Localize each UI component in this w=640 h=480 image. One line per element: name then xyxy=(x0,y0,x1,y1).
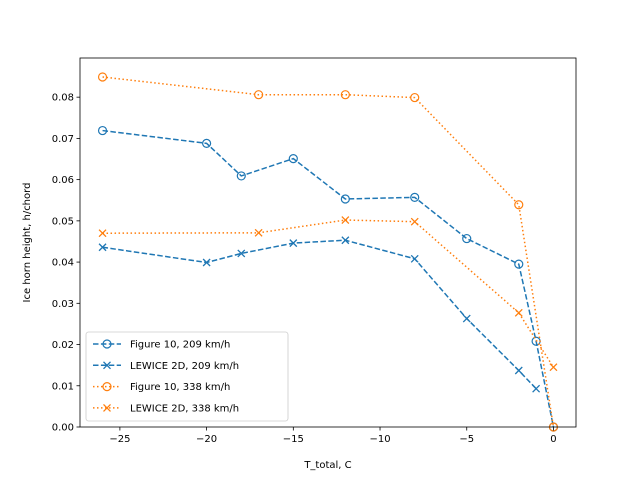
data-point xyxy=(289,239,298,248)
x-tick-label: −15 xyxy=(283,434,304,445)
legend-marker xyxy=(102,382,112,392)
legend-marker xyxy=(103,361,111,370)
data-point xyxy=(98,229,107,238)
series-line xyxy=(102,76,555,428)
data-point xyxy=(202,258,211,267)
axes-layer: −25 −20 −15 −10 −5 0 0.00 0.01 0.02 0.03 0.04 0.05 0… xyxy=(52,57,577,445)
y-tick-label: 0.03 xyxy=(52,299,74,310)
data-point xyxy=(288,153,298,164)
series-3 xyxy=(97,72,559,432)
data-point xyxy=(237,249,246,258)
x-axis-title: T_total, C xyxy=(303,460,351,471)
data-point xyxy=(97,72,108,82)
data-point xyxy=(97,125,108,136)
data-point xyxy=(410,217,419,226)
x-tick-label: −10 xyxy=(369,434,390,445)
y-tick-label: 0.08 xyxy=(52,93,74,104)
x-tick-label: −25 xyxy=(109,434,130,445)
data-point xyxy=(254,90,264,100)
series-2 xyxy=(98,236,541,393)
legend-label: LEWICE 2D, 338 km/h xyxy=(130,403,239,414)
legend-entry: Figure 10, 338 km/h xyxy=(93,382,230,393)
legend-entry: LEWICE 2D, 209 km/h xyxy=(93,361,239,372)
data-point xyxy=(410,92,420,103)
legend-marker xyxy=(102,339,112,349)
data-point xyxy=(514,200,524,210)
data-point xyxy=(514,366,523,375)
data-point xyxy=(532,384,541,393)
data-point xyxy=(514,259,524,269)
legend-label: Figure 10, 209 km/h xyxy=(130,340,230,351)
data-point xyxy=(549,363,558,372)
data-point xyxy=(254,228,263,237)
data-point xyxy=(410,254,419,263)
x-tick-label: −20 xyxy=(196,434,217,445)
x-tick-label: 0 xyxy=(550,434,556,445)
data-point xyxy=(462,314,471,323)
data-point xyxy=(236,171,246,181)
x-tick-label: −5 xyxy=(459,434,474,445)
data-point xyxy=(340,90,350,100)
y-tick-label: 0.02 xyxy=(52,340,74,351)
legend-marker xyxy=(103,403,111,412)
series-layer xyxy=(97,72,559,432)
series-1 xyxy=(97,125,559,432)
y-tick-label: 0.07 xyxy=(52,134,74,145)
data-point xyxy=(202,138,212,148)
data-point xyxy=(98,243,107,252)
axes-frame xyxy=(79,57,577,428)
legend-label: Figure 10, 338 km/h xyxy=(130,382,230,393)
y-axis-title: Ice horn height, h/chord xyxy=(22,183,33,303)
data-point xyxy=(341,236,350,245)
legend-entry: LEWICE 2D, 338 km/h xyxy=(93,403,239,414)
data-point xyxy=(341,216,350,224)
data-point xyxy=(410,192,420,202)
y-tick-label: 0.06 xyxy=(52,175,74,186)
y-tick-label: 0.05 xyxy=(52,216,74,227)
legend-box xyxy=(85,331,289,422)
legend-entry: Figure 10, 209 km/h xyxy=(93,339,230,351)
data-point xyxy=(514,308,523,317)
y-tick-label: 0.01 xyxy=(52,381,74,392)
data-point xyxy=(340,194,350,204)
legend: Figure 10, 209 km/h LEWICE 2D, 209 km/h Fi… xyxy=(85,331,289,422)
data-point xyxy=(462,233,472,244)
series-line xyxy=(102,129,555,428)
legend-label: LEWICE 2D, 209 km/h xyxy=(130,361,239,372)
y-tick-label: 0.00 xyxy=(52,423,74,434)
series-4 xyxy=(98,216,558,372)
y-tick-label: 0.04 xyxy=(52,258,74,269)
